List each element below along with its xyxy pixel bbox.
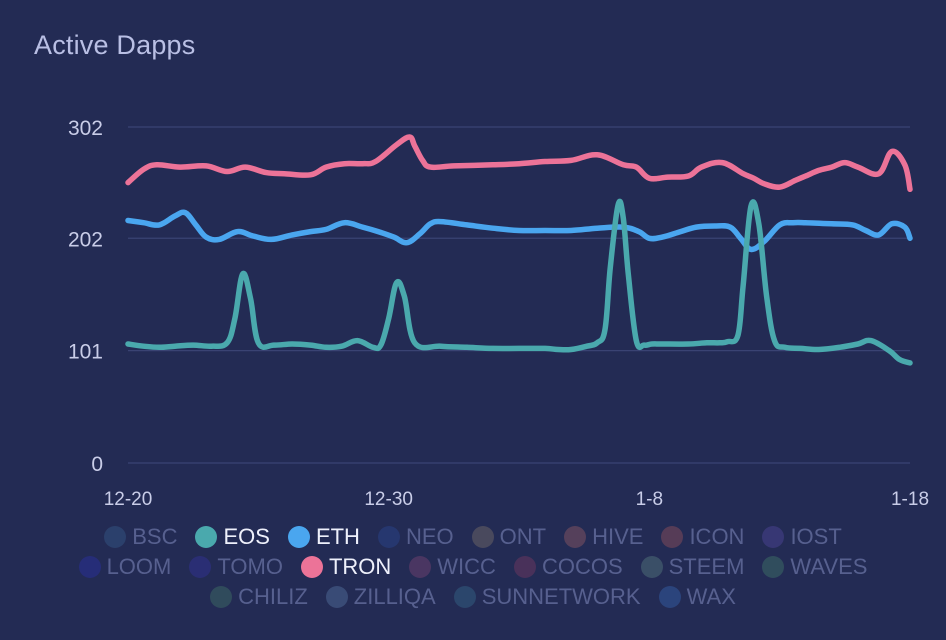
legend-item-loom[interactable]: LOOM (78, 552, 172, 582)
legend-item-ont[interactable]: ONT (471, 522, 547, 552)
legend-item-hive[interactable]: HIVE (564, 522, 643, 552)
legend-item-zilliqa[interactable]: ZILLIQA (325, 582, 436, 612)
x-tick-label: 1-8 (636, 489, 663, 510)
series-line-eos (125, 198, 913, 366)
legend-dot-icon (78, 556, 101, 578)
legend-item-waves[interactable]: WAVES (762, 552, 867, 582)
legend-label: BSC (132, 524, 178, 549)
y-tick-label: 202 (68, 228, 103, 251)
legend-label: WICC (437, 554, 496, 579)
legend-dot-icon (513, 556, 536, 578)
legend-item-tron[interactable]: TRON (300, 552, 392, 582)
legend-label: SUNNETWORK (481, 584, 641, 609)
legend-label: CHILIZ (238, 584, 308, 609)
chart-legend: BSC EOS ETH NEO ONT HIVE ICON IOST LOOM TOMO TRON W… (0, 522, 946, 612)
legend-item-sunnetwork[interactable]: SUNNETWORK (453, 582, 641, 612)
legend-dot-icon (189, 556, 212, 578)
legend-dot-icon (287, 526, 310, 548)
line-chart: 0 101 202 302 12-20 12-30 1-8 1-18 (68, 117, 929, 510)
legend-label: NEO (405, 524, 454, 549)
legend-item-neo[interactable]: NEO (377, 522, 454, 552)
legend-dot-icon (453, 586, 476, 608)
legend-dot-icon (377, 526, 400, 548)
legend-label: HIVE (592, 524, 644, 549)
series-line-eth (125, 209, 913, 253)
legend-row: CHILIZ ZILLIQA SUNNETWORK WAX (0, 582, 946, 612)
legend-dot-icon (640, 556, 663, 578)
legend-item-eos[interactable]: EOS (195, 522, 270, 552)
legend-item-eth[interactable]: ETH (287, 522, 360, 552)
y-tick-label: 101 (68, 341, 103, 364)
legend-dot-icon (471, 526, 494, 548)
legend-dot-icon (762, 556, 785, 578)
legend-item-chiliz[interactable]: CHILIZ (210, 582, 308, 612)
legend-item-icon[interactable]: ICON (661, 522, 744, 552)
legend-dot-icon (210, 586, 233, 608)
legend-label: WAX (686, 584, 736, 609)
legend-label: TOMO (217, 554, 283, 579)
x-tick-label: 12-20 (104, 489, 153, 510)
legend-dot-icon (195, 526, 218, 548)
legend-label: IOST (790, 524, 842, 549)
legend-label: COCOS (541, 554, 623, 579)
legend-row: LOOM TOMO TRON WICC COCOS STEEM WAVES (0, 552, 946, 582)
legend-item-cocos[interactable]: COCOS (513, 552, 623, 582)
legend-item-iost[interactable]: IOST (762, 522, 842, 552)
legend-label: TRON (328, 554, 392, 579)
legend-dot-icon (104, 526, 127, 548)
legend-dot-icon (661, 526, 684, 548)
legend-label: EOS (223, 524, 270, 549)
legend-item-wicc[interactable]: WICC (409, 552, 496, 582)
legend-dot-icon (564, 526, 587, 548)
legend-dot-icon (762, 526, 785, 548)
legend-dot-icon (300, 556, 323, 578)
legend-item-bsc[interactable]: BSC (104, 522, 177, 552)
chart-title: Active Dapps (34, 30, 196, 60)
legend-dot-icon (325, 586, 348, 608)
legend-item-tomo[interactable]: TOMO (189, 552, 283, 582)
legend-item-wax[interactable]: WAX (658, 582, 736, 612)
legend-item-steem[interactable]: STEEM (640, 552, 745, 582)
x-tick-label: 12-30 (364, 489, 413, 510)
legend-label: ETH (315, 524, 360, 549)
y-tick-label: 302 (68, 117, 103, 140)
legend-label: LOOM (106, 554, 172, 579)
legend-label: ZILLIQA (353, 584, 436, 609)
series-line-tron (125, 134, 913, 193)
legend-label: STEEM (668, 554, 745, 579)
legend-label: WAVES (790, 554, 868, 579)
legend-dot-icon (658, 586, 681, 608)
legend-label: ONT (499, 524, 547, 549)
x-tick-label: 1-18 (891, 489, 929, 510)
legend-row: BSC EOS ETH NEO ONT HIVE ICON IOST (0, 522, 946, 552)
legend-label: ICON (689, 524, 745, 549)
legend-dot-icon (409, 556, 432, 578)
y-tick-label: 0 (91, 453, 103, 476)
